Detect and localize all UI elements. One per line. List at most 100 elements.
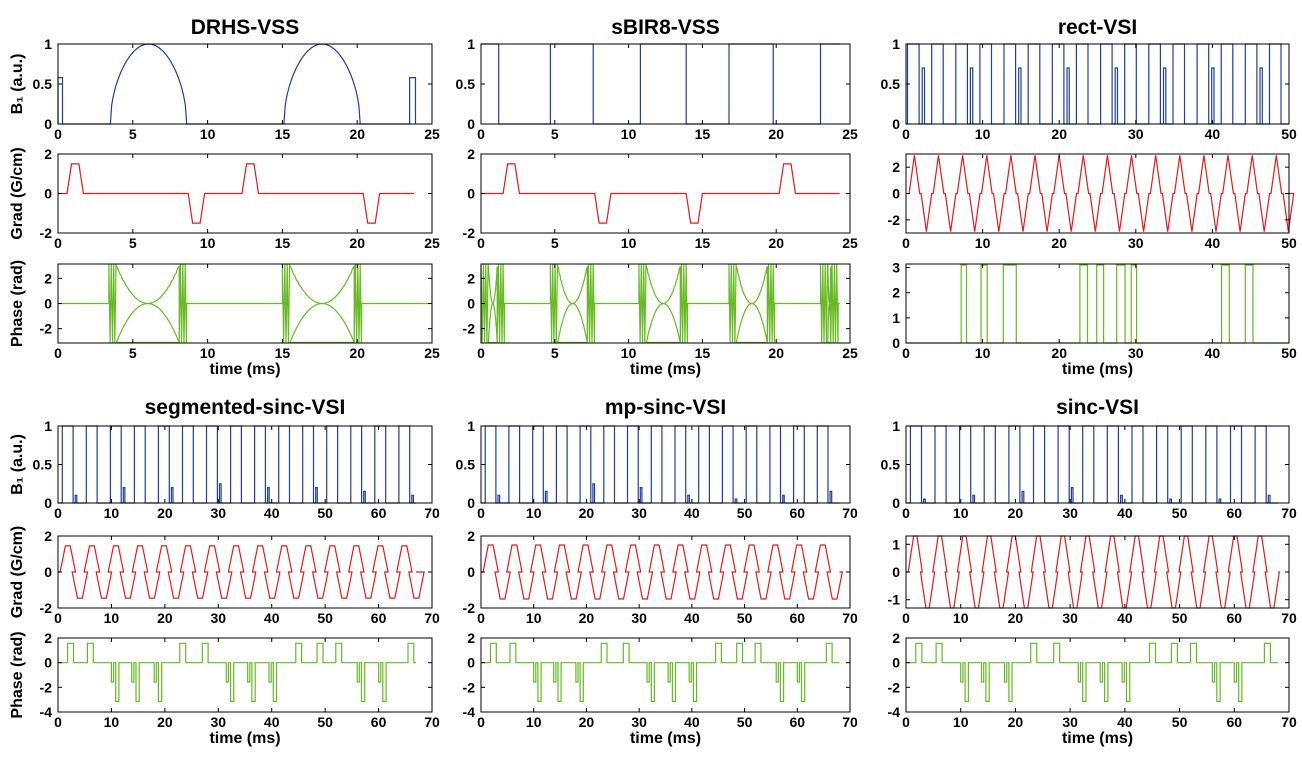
x-tick-label: 0 <box>477 610 485 626</box>
phase-trace <box>906 642 1279 703</box>
x-tick-label: 10 <box>526 610 542 626</box>
y-tick-label: 0 <box>44 186 52 202</box>
x-tick-label: 0 <box>54 345 62 361</box>
y-tick-label: -2 <box>463 321 476 337</box>
x-tick-label: 10 <box>200 126 216 142</box>
subplot-grad: 0 5 10 15 20 25-202 <box>463 146 858 251</box>
y-tick-label: 0 <box>44 495 52 511</box>
x-tick-label: 30 <box>210 714 226 730</box>
x-tick-label: 0 <box>902 126 910 142</box>
x-tick-label: 50 <box>317 505 333 521</box>
x-tick-label: 60 <box>789 505 805 521</box>
grad-trace <box>481 163 840 224</box>
grad-trace <box>906 535 1280 609</box>
y-tick-label: 0 <box>892 655 900 671</box>
phase-trace <box>906 264 1289 344</box>
y-tick-label: 0 <box>467 655 475 671</box>
subplot-b1: 0 10 20 30 40 50 60 70 0 0.5 1 <box>456 418 858 521</box>
x-tick-label: 5 <box>551 126 559 142</box>
x-axis-label: time (ms) <box>630 730 701 747</box>
y-tick-label: 2 <box>892 630 900 646</box>
y-tick-label: 0 <box>44 655 52 671</box>
y-tick-label: -4 <box>40 704 53 720</box>
y-tick-label: 3 <box>892 260 900 276</box>
x-tick-label: 60 <box>789 714 805 730</box>
x-tick-label: 5 <box>129 345 137 361</box>
y-axis-label: Phase (rad) <box>9 260 26 347</box>
y-tick-label: 1 <box>44 36 52 52</box>
x-tick-label: 40 <box>684 714 700 730</box>
x-tick-label: 70 <box>842 714 858 730</box>
x-tick-label: 25 <box>424 126 440 142</box>
axes-frame <box>57 43 433 125</box>
x-tick-label: 20 <box>349 235 365 251</box>
x-tick-label: 25 <box>842 345 858 361</box>
x-tick-label: 25 <box>842 126 858 142</box>
panel-title: mp-sinc-VSI <box>605 396 726 419</box>
x-tick-label: 10 <box>104 610 120 626</box>
x-tick-label: 40 <box>1205 345 1221 361</box>
x-tick-label: 50 <box>1172 610 1188 626</box>
x-tick-label: 0 <box>54 126 62 142</box>
y-tick-label: 2 <box>892 159 900 175</box>
y-axis-label: Phase (rad) <box>9 631 26 718</box>
x-tick-label: 40 <box>264 505 280 521</box>
x-tick-label: 5 <box>551 345 559 361</box>
x-tick-label: 30 <box>631 714 647 730</box>
y-tick-label: 0 <box>44 564 52 580</box>
y-tick-label: 0 <box>892 564 900 580</box>
y-axis-label: B₁ (a.u.) <box>9 434 26 495</box>
x-tick-label: 40 <box>1205 126 1221 142</box>
panel-title: DRHS-VSS <box>191 16 300 39</box>
subplot-b1: 0 5 10 15 20 25 0 0.5 1 <box>456 36 858 142</box>
x-tick-label: 60 <box>1226 505 1242 521</box>
x-tick-label: 20 <box>157 610 173 626</box>
x-tick-label: 40 <box>1117 714 1133 730</box>
x-tick-label: 60 <box>1226 714 1242 730</box>
y-tick-label: 0 <box>467 116 475 132</box>
x-tick-label: 30 <box>1062 505 1078 521</box>
y-tick-label: 0 <box>44 296 52 312</box>
x-tick-label: 50 <box>737 505 753 521</box>
subplot-b1: 0 10 20 30 40 50 60 70 0 0.5 1 <box>881 418 1297 521</box>
x-tick-label: 10 <box>621 235 637 251</box>
y-axis-label: Grad (G/cm) <box>9 147 26 239</box>
y-tick-label: 0.5 <box>33 76 53 92</box>
panel-title: rect-VSI <box>1058 16 1137 39</box>
axes-frame <box>480 425 851 504</box>
y-axis-label: B₁ (a.u.) <box>9 54 26 115</box>
panel-title: sinc-VSI <box>1056 396 1139 419</box>
x-axis-label: time (ms) <box>1062 361 1133 378</box>
x-tick-label: 60 <box>371 610 387 626</box>
grad-trace <box>906 155 1295 232</box>
x-tick-label: 10 <box>104 505 120 521</box>
x-tick-label: 20 <box>1051 235 1067 251</box>
x-tick-label: 10 <box>526 505 542 521</box>
y-tick-label: 1 <box>892 310 900 326</box>
x-tick-label: 30 <box>1128 345 1144 361</box>
axes-frame <box>905 425 1290 504</box>
subplot-grad: 0 10 20 30 40 50-202 <box>888 153 1297 251</box>
b1-trace <box>58 425 416 504</box>
x-tick-label: 20 <box>1008 610 1024 626</box>
grad-trace <box>58 163 414 224</box>
x-tick-label: 20 <box>349 126 365 142</box>
y-tick-label: 0 <box>892 186 900 202</box>
x-tick-label: 0 <box>477 714 485 730</box>
axes-frame <box>905 153 1290 234</box>
subplot-phase: 0 10 20 30 40 50 60 70 -4 -2 0 2 time (ms) <box>888 630 1297 747</box>
y-tick-label: 1 <box>892 418 900 434</box>
x-tick-label: 50 <box>737 610 753 626</box>
y-tick-label: 0 <box>467 495 475 511</box>
x-tick-label: 0 <box>54 505 62 521</box>
x-tick-label: 20 <box>768 345 784 361</box>
grad-trace <box>481 544 844 600</box>
x-tick-label: 10 <box>975 345 991 361</box>
x-axis-label: time (ms) <box>1062 730 1133 747</box>
x-tick-label: 50 <box>737 714 753 730</box>
x-tick-label: 10 <box>953 610 969 626</box>
x-tick-label: 30 <box>210 505 226 521</box>
x-tick-label: 0 <box>54 714 62 730</box>
